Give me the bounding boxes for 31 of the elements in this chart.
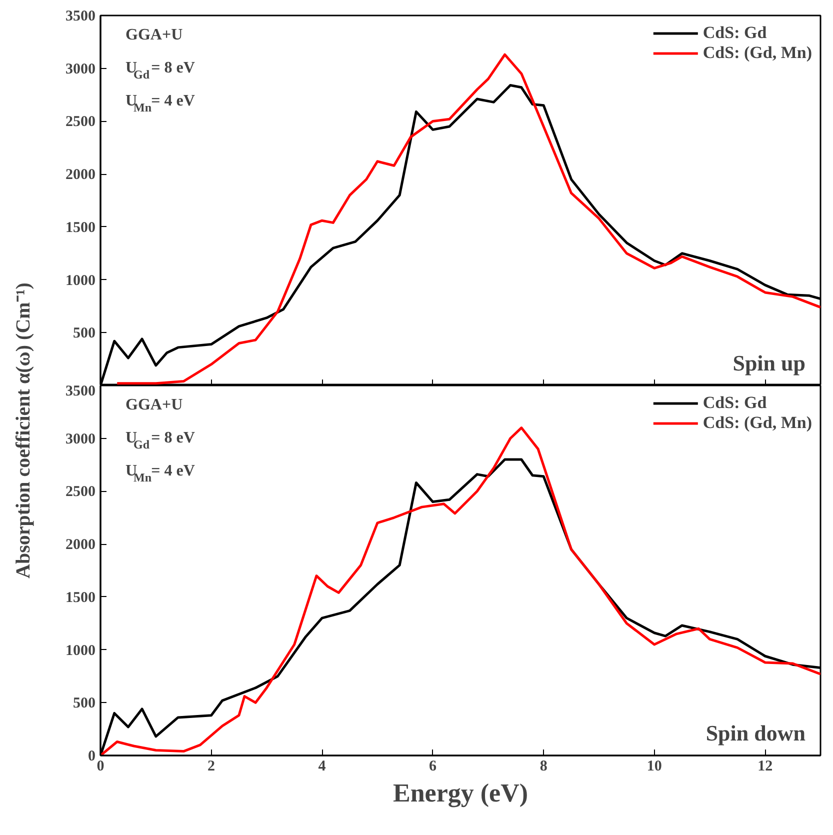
y-tick-label: 2000	[66, 537, 96, 554]
y-tick-label: 1500	[66, 590, 96, 606]
y-tick-label: 1500	[66, 220, 96, 236]
annotation: Spin down	[706, 720, 806, 746]
y-tick-label: 1000	[66, 642, 96, 659]
x-tick-label: 8	[540, 758, 548, 774]
y-tick-label: 0	[88, 748, 96, 764]
x-tick-label: 2	[208, 758, 216, 774]
y-tick-label: 3500	[66, 8, 96, 24]
x-tick-label: 12	[758, 758, 773, 774]
y-tick-label: 2500	[66, 484, 96, 500]
legend-label: CdS: (Gd, Mn)	[702, 43, 812, 63]
y-tick-label: 500	[73, 326, 96, 342]
x-axis-title: Energy (eV)	[392, 778, 528, 808]
y-tick-label: 3500	[66, 384, 96, 400]
y-axis-title: Absorption coefficient α(ω) (Cm⁻¹)	[12, 282, 34, 578]
x-tick-label: 6	[429, 758, 438, 774]
annotation: GGA+U	[126, 396, 184, 414]
y-tick-label: 3000	[66, 61, 96, 78]
y-tick-label: 3000	[66, 431, 96, 448]
annotation: Spin up	[732, 350, 806, 376]
legend-label: CdS: (Gd, Mn)	[702, 413, 812, 433]
x-tick-label: 10	[646, 758, 662, 774]
legend-label: CdS: Gd	[702, 393, 767, 413]
annotation: GGA+U	[126, 26, 184, 44]
y-tick-label: 1000	[66, 272, 96, 289]
y-tick-label: 500	[73, 696, 96, 712]
x-tick-label: 4	[318, 758, 326, 774]
legend-label: CdS: Gd	[702, 23, 767, 43]
y-tick-label: 2500	[66, 114, 96, 130]
y-tick-label: 2000	[66, 167, 96, 184]
